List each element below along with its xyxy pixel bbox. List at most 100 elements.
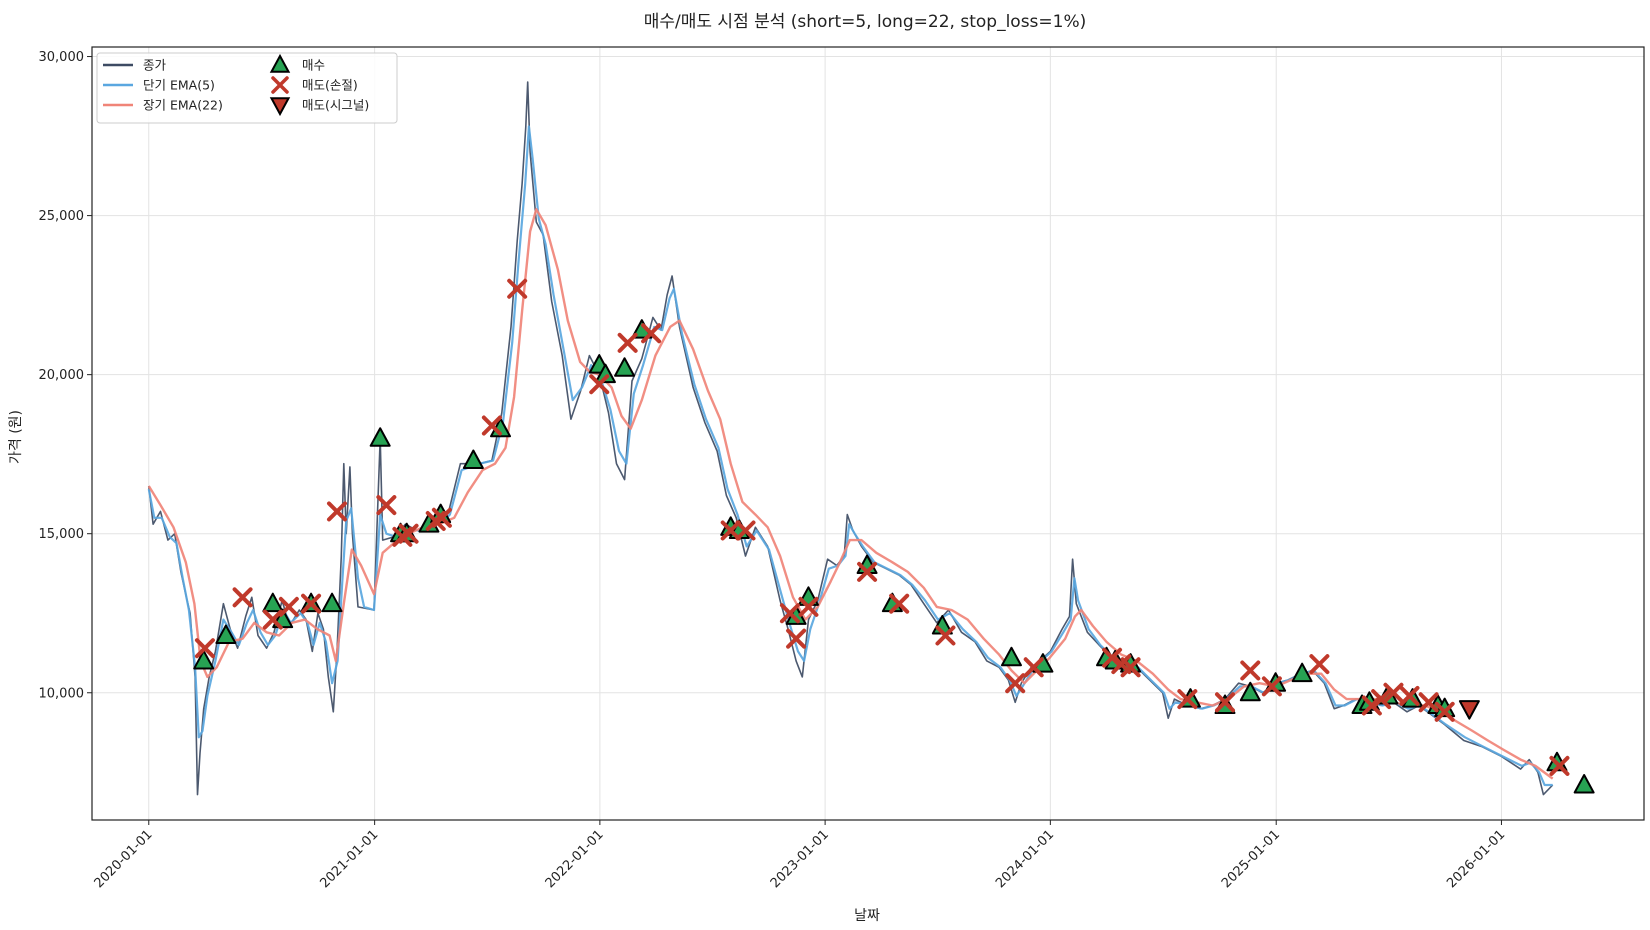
legend-label: 매도(손절) [302, 78, 358, 93]
legend-item: 매도(시그널) [269, 97, 369, 117]
x-stroke [1371, 689, 1392, 710]
buy-marker [262, 592, 284, 613]
x-tick-label: 2024-01-01 [993, 827, 1057, 891]
buy-marker [1291, 662, 1313, 683]
sell-stoploss-marker [889, 593, 910, 614]
sell-stoploss-marker [935, 625, 956, 646]
x-stroke [1102, 647, 1123, 668]
buy-marker [462, 449, 484, 470]
buy-marker [321, 592, 343, 613]
x-stroke [1023, 657, 1044, 678]
legend-swatch [271, 76, 289, 94]
x-stroke [641, 323, 662, 344]
x-tick-label: 2020-01-01 [92, 827, 156, 891]
legend-item: 장기 EMA(22) [103, 98, 223, 113]
y-tick-label: 30,000 [39, 50, 85, 65]
x-stroke [481, 415, 502, 436]
plot-frame [91, 46, 1645, 821]
sell-stoploss-marker [720, 520, 741, 541]
y-tick-label: 20,000 [39, 368, 85, 383]
x-stroke [1240, 660, 1261, 681]
x-stroke [1261, 676, 1282, 697]
legend-swatch [269, 97, 291, 117]
x-stroke [507, 278, 528, 299]
sell-stoploss-marker [1549, 755, 1570, 776]
sell-stoploss-marker [278, 596, 299, 617]
y-tick-label: 10,000 [39, 686, 85, 701]
sell-stoploss-marker [589, 374, 610, 395]
sell-stoploss-marker [1361, 695, 1382, 716]
x-axis: 2020-01-01 2021-01-01 2022-01-01 2023-01-01… [92, 820, 1508, 891]
x-stroke [278, 596, 299, 617]
sell-stoploss-marker [1261, 676, 1282, 697]
x-stroke [301, 593, 322, 614]
legend-box [96, 52, 398, 124]
marker-layer [193, 278, 1595, 794]
sell-stoploss-marker [1418, 692, 1439, 713]
buy-marker [215, 624, 237, 644]
close-price-line [148, 81, 1554, 796]
buy-marker [1000, 646, 1022, 667]
x-stroke [798, 596, 819, 617]
sell-stoploss-marker [786, 628, 807, 649]
y-tick-label: 15,000 [39, 527, 85, 542]
series-layer [147, 81, 1554, 796]
x-stroke [232, 587, 253, 608]
x-stroke [1111, 654, 1132, 675]
ema-short-line [147, 125, 1553, 787]
sell-stoploss-marker [779, 603, 800, 624]
legend-item: 단기 EMA(5) [103, 78, 215, 93]
x-tick-label: 2025-01-01 [1219, 827, 1283, 891]
x-stroke [262, 609, 283, 630]
legend-label: 종가 [143, 58, 167, 73]
buy-marker [369, 427, 391, 447]
sell-stoploss-marker [376, 495, 397, 516]
buy-marker [594, 363, 616, 384]
buy-marker [1239, 681, 1261, 702]
legend-label: 장기 EMA(22) [143, 98, 223, 113]
x-stroke [1549, 755, 1570, 776]
x-stroke [889, 593, 910, 614]
x-stroke [779, 603, 800, 624]
legend-label: 매수 [302, 58, 325, 73]
sell-stoploss-marker [1371, 689, 1392, 710]
legend-label: 매도(시그널) [302, 98, 369, 113]
legend-item: 매수 [269, 53, 325, 73]
sell-stoploss-marker [1240, 660, 1261, 681]
x-tick-label: 2023-01-01 [768, 827, 832, 891]
x-stroke [1399, 685, 1420, 706]
x-stroke [1177, 689, 1198, 710]
sell-stoploss-marker [1309, 654, 1330, 675]
x-tick-label: 2021-01-01 [317, 827, 381, 891]
x-stroke [431, 507, 452, 528]
sell-stoploss-marker [301, 593, 322, 614]
x-stroke [786, 628, 807, 649]
x-stroke [589, 374, 610, 395]
x-stroke [1383, 682, 1404, 703]
x-tick-label: 2026-01-01 [1444, 827, 1508, 891]
sell-stoploss-marker [1399, 685, 1420, 706]
sell-signal-marker [1458, 700, 1480, 720]
sell-stoploss-marker [398, 523, 419, 544]
x-stroke [376, 495, 397, 516]
x-stroke [1361, 695, 1382, 716]
sell-stoploss-marker [1214, 692, 1235, 713]
sell-stoploss-marker [1177, 689, 1198, 710]
y-tick-label: 25,000 [39, 209, 85, 224]
sell-stoploss-marker [232, 587, 253, 608]
sell-stoploss-marker [481, 415, 502, 436]
sell-stoploss-marker [857, 561, 878, 582]
sell-stoploss-marker [1383, 682, 1404, 703]
sell-stoploss-marker [431, 507, 452, 528]
legend-label: 단기 EMA(5) [143, 78, 215, 93]
sell-stoploss-marker [1434, 701, 1455, 722]
buy-marker [614, 357, 636, 377]
y-axis-label: 가격 (원) [8, 410, 24, 464]
x-stroke [735, 520, 756, 541]
x-stroke [194, 638, 215, 659]
sell-stoploss-marker [617, 332, 638, 353]
legend-swatch [269, 53, 291, 73]
